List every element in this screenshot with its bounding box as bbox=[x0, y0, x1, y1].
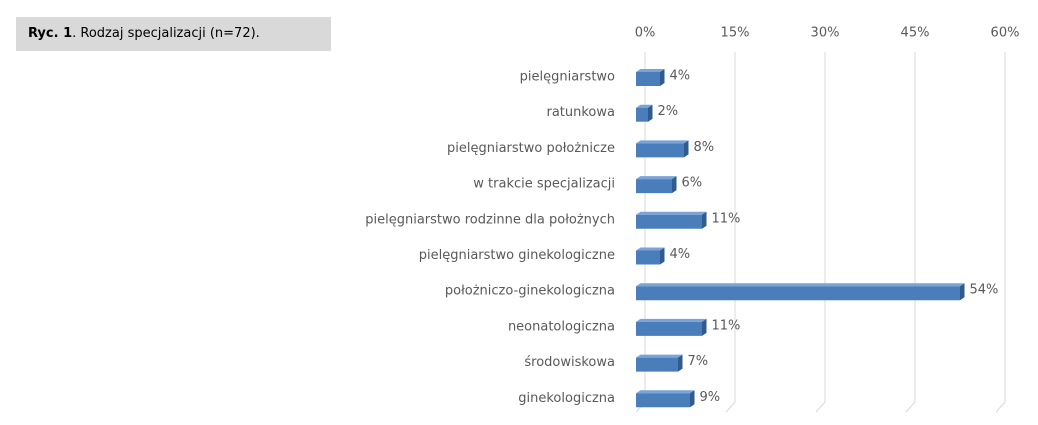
bar bbox=[636, 318, 707, 336]
bar-face bbox=[660, 69, 665, 86]
bar bbox=[636, 354, 683, 372]
y-tick-label: w trakcie specjalizacji bbox=[473, 177, 615, 192]
bar-face bbox=[678, 354, 683, 372]
bar-face bbox=[636, 69, 665, 72]
value-label: 4% bbox=[670, 69, 691, 84]
title-box: Ryc. 1. Rodzaj specjalizacji (n=72). bbox=[16, 17, 331, 51]
value-label: 2% bbox=[658, 104, 679, 119]
bar bbox=[636, 283, 965, 301]
y-tick-label: położniczo-ginekologiczna bbox=[445, 284, 615, 299]
value-label: 54% bbox=[970, 283, 999, 298]
bar-face bbox=[636, 390, 695, 394]
bar-face bbox=[702, 211, 707, 229]
value-label: 9% bbox=[700, 390, 721, 405]
y-tick-label: pielęgniarstwo położnicze bbox=[447, 141, 615, 156]
value-label: 7% bbox=[688, 354, 709, 369]
bar-face bbox=[636, 176, 677, 180]
grid-line bbox=[995, 52, 1006, 413]
bar-face bbox=[636, 107, 648, 122]
grid-line bbox=[815, 52, 826, 413]
bar-face bbox=[636, 179, 672, 194]
bar-face bbox=[636, 250, 660, 265]
x-tick-label: 45% bbox=[901, 26, 930, 41]
x-tick-label: 60% bbox=[991, 26, 1020, 41]
bar-face bbox=[636, 318, 707, 322]
x-tick-label: 15% bbox=[721, 26, 750, 41]
bar-face bbox=[636, 283, 965, 287]
bar-face bbox=[636, 354, 683, 358]
value-label: 6% bbox=[682, 176, 703, 191]
bar bbox=[636, 390, 695, 408]
bar-face bbox=[684, 140, 689, 158]
bar-face bbox=[636, 357, 678, 372]
y-tick-label: neonatologiczna bbox=[508, 319, 615, 334]
bar-face bbox=[636, 211, 707, 215]
bar bbox=[636, 140, 689, 158]
bar-face bbox=[636, 247, 665, 251]
bar-face bbox=[636, 104, 653, 108]
bar-face bbox=[648, 104, 653, 122]
bar-face bbox=[636, 393, 690, 408]
grid-line bbox=[905, 52, 916, 413]
bar-face bbox=[636, 321, 702, 336]
bar-face bbox=[636, 214, 702, 229]
bar-face bbox=[660, 247, 665, 265]
value-label: 4% bbox=[670, 247, 691, 262]
x-tick-label: 0% bbox=[635, 26, 656, 41]
bar-face bbox=[636, 72, 660, 86]
y-tick-label: pielęgniarstwo ginekologiczne bbox=[419, 248, 615, 263]
x-tick-label: 30% bbox=[811, 26, 840, 41]
figure-label: Ryc. 1 bbox=[28, 26, 73, 41]
y-tick-label: pielęgniarstwo bbox=[520, 70, 615, 85]
grid-line bbox=[725, 52, 736, 413]
bar-face bbox=[636, 286, 960, 301]
bar bbox=[636, 211, 707, 229]
y-tick-label: ratunkowa bbox=[546, 105, 615, 120]
bar-face bbox=[672, 176, 677, 194]
bar bbox=[636, 247, 665, 265]
value-label: 8% bbox=[694, 140, 715, 155]
chart-title: . Rodzaj specjalizacji (n=72). bbox=[72, 26, 260, 41]
bar-face bbox=[636, 143, 684, 158]
y-tick-label: środowiskowa bbox=[524, 355, 615, 370]
bar-face bbox=[702, 318, 707, 336]
bar bbox=[636, 104, 653, 122]
bar bbox=[636, 176, 677, 194]
bar bbox=[636, 69, 665, 86]
bar-face bbox=[636, 140, 689, 144]
y-tick-label: ginekologiczna bbox=[518, 391, 615, 406]
bar-face bbox=[690, 390, 695, 408]
value-label: 11% bbox=[712, 211, 741, 226]
bar-face bbox=[960, 283, 965, 301]
y-tick-label: pielęgniarstwo rodzinne dla położnych bbox=[365, 212, 615, 227]
value-label: 11% bbox=[712, 318, 741, 333]
